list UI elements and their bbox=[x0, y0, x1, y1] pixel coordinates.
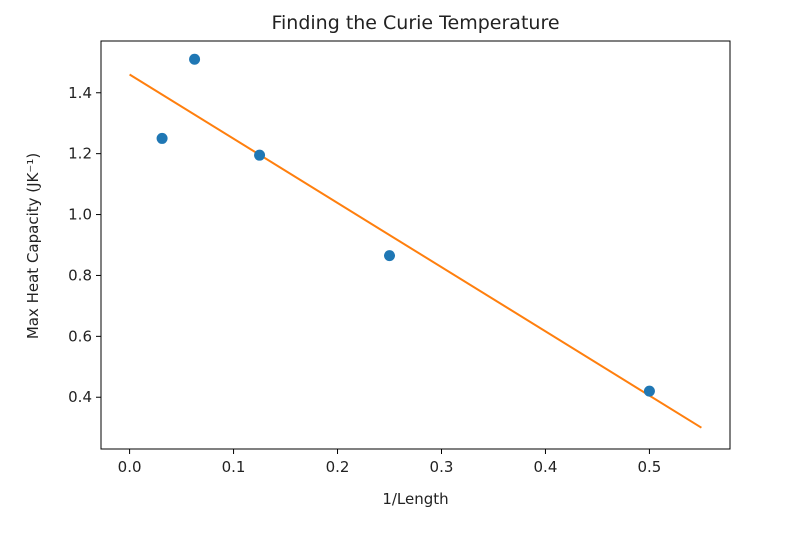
data-point bbox=[254, 149, 266, 161]
y-tick-label: 1.4 bbox=[68, 84, 92, 102]
x-tick-label: 0.5 bbox=[637, 458, 661, 476]
chart-title: Finding the Curie Temperature bbox=[271, 12, 559, 34]
y-tick-label: 0.8 bbox=[68, 266, 92, 284]
y-tick-label: 0.4 bbox=[68, 388, 92, 406]
x-tick-label: 0.4 bbox=[534, 458, 558, 476]
data-point bbox=[156, 132, 168, 144]
x-tick-label: 0.1 bbox=[222, 458, 246, 476]
x-axis-label: 1/Length bbox=[382, 490, 448, 508]
fit-line-layer bbox=[129, 73, 702, 429]
data-point bbox=[189, 53, 201, 65]
y-axis-ticks: 0.4 0.6 0.8 1.0 1.2 1.4 bbox=[68, 84, 101, 406]
y-tick-label: 1.0 bbox=[68, 206, 92, 224]
data-point bbox=[643, 385, 655, 397]
y-tick-label: 0.6 bbox=[68, 327, 92, 345]
points-layer bbox=[156, 53, 655, 397]
x-tick-label: 0.3 bbox=[430, 458, 454, 476]
y-tick-label: 1.2 bbox=[68, 145, 92, 163]
x-tick-label: 0.0 bbox=[118, 458, 142, 476]
x-axis-ticks: 0.0 0.1 0.2 0.3 0.4 0.5 bbox=[118, 449, 661, 476]
fit-line bbox=[129, 73, 702, 429]
x-tick-label: 0.2 bbox=[326, 458, 350, 476]
data-point bbox=[384, 250, 396, 262]
y-axis-label: Max Heat Capacity (JK⁻¹) bbox=[24, 153, 42, 339]
